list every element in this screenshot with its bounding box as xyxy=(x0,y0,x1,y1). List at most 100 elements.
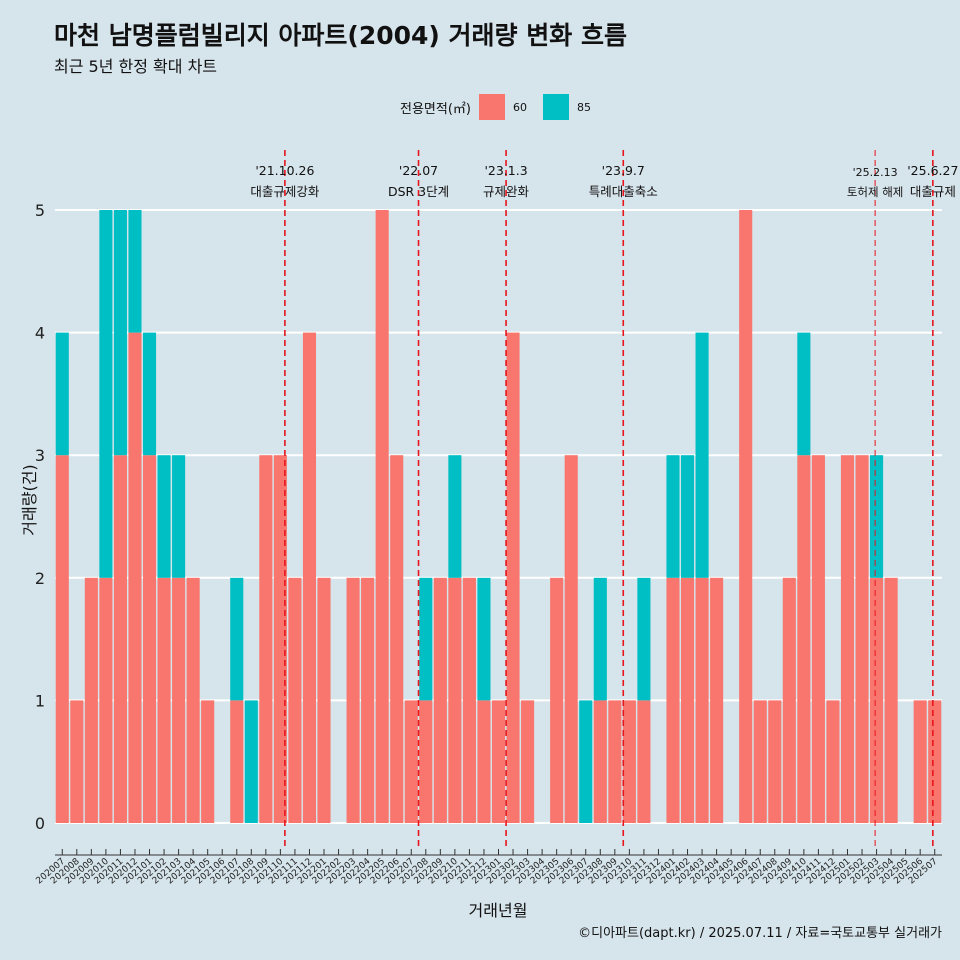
bar-60-202309 xyxy=(608,700,622,823)
bar-60-202204 xyxy=(361,577,375,823)
y-tick-label: 2 xyxy=(35,569,45,588)
bar-60-202411 xyxy=(811,455,825,823)
bar-60-202208 xyxy=(419,700,433,823)
bar-60-202305 xyxy=(550,577,564,823)
event-name-label: 토허제 해제 xyxy=(847,185,904,199)
bar-60-202409 xyxy=(782,577,796,823)
bar-85-202403 xyxy=(695,332,709,578)
bar-60-202102 xyxy=(157,577,171,823)
bar-60-202210 xyxy=(448,577,462,823)
event-name-label: 규제완화 xyxy=(483,184,530,199)
bar-85-202210 xyxy=(448,455,462,578)
bar-85-202212 xyxy=(477,577,491,701)
bar-85-202007 xyxy=(55,332,69,456)
bar-60-202503 xyxy=(870,577,884,823)
event-date-label: '23.1.3 xyxy=(484,163,527,178)
bar-60-202011 xyxy=(113,455,127,823)
bar-85-202012 xyxy=(128,210,142,333)
event-date-label: '25.2.13 xyxy=(853,166,898,179)
bar-60-202306 xyxy=(564,455,578,823)
y-axis-label: 거래량(건) xyxy=(20,464,39,536)
bar-60-202007 xyxy=(55,455,69,823)
bar-60-202112 xyxy=(302,332,317,823)
bar-85-202208 xyxy=(419,577,433,701)
bar-60-202401 xyxy=(666,577,680,823)
bar-85-202102 xyxy=(157,455,171,578)
y-tick-label: 4 xyxy=(35,324,45,343)
bar-60-202408 xyxy=(768,700,782,823)
bar-60-202101 xyxy=(142,455,157,823)
chart-subtitle: 최근 5년 한정 확대 차트 xyxy=(54,57,218,76)
chart-title: 마천 남명플럼빌리지 아파트(2004) 거래량 변화 흐름 xyxy=(54,21,627,50)
legend-label-60: 60 xyxy=(512,100,527,114)
bar-60-202012 xyxy=(128,332,142,823)
bar-60-202502 xyxy=(855,455,869,823)
bar-60-202302 xyxy=(506,332,520,823)
legend-title: 전용면적(㎡) xyxy=(400,101,471,117)
event-date-label: '21.10.26 xyxy=(255,163,314,178)
bar-60-202311 xyxy=(637,700,651,823)
legend-swatch-85 xyxy=(542,94,569,120)
y-tick-label: 5 xyxy=(35,201,45,220)
bar-60-202211 xyxy=(462,577,476,823)
bar-60-202009 xyxy=(84,577,98,823)
bar-60-202209 xyxy=(433,577,447,823)
bar-85-202311 xyxy=(637,577,651,701)
bar-60-202404 xyxy=(710,577,724,823)
bar-60-202207 xyxy=(404,700,418,823)
bar-85-202108 xyxy=(244,700,258,823)
event-name-label: 대출규제 xyxy=(910,184,956,199)
source-caption: ©디아파트(dapt.kr) / 2025.07.11 / 자료=국토교통부 실… xyxy=(578,926,942,941)
bar-60-202310 xyxy=(622,700,636,823)
bar-60-202105 xyxy=(201,700,215,823)
event-name-label: DSR 3단계 xyxy=(388,184,449,199)
legend-label-85: 85 xyxy=(576,100,591,114)
bar-85-202402 xyxy=(680,455,695,578)
legend-swatch-60 xyxy=(478,94,505,120)
bar-60-202402 xyxy=(680,577,695,823)
bar-60-202410 xyxy=(797,455,811,823)
bar-85-202307 xyxy=(579,700,593,823)
y-tick-label: 0 xyxy=(35,814,45,833)
event-name-label: 특례대출축소 xyxy=(589,184,658,199)
bar-60-202303 xyxy=(521,700,535,823)
bar-60-202205 xyxy=(375,210,389,823)
x-axis-label: 거래년월 xyxy=(468,901,528,920)
event-date-label: '23.9.7 xyxy=(602,163,645,178)
bar-85-202103 xyxy=(172,455,186,578)
event-date-label: '25.6.27 xyxy=(907,163,958,178)
bar-60-202407 xyxy=(753,700,767,823)
legend: 전용면적(㎡) 60 85 xyxy=(400,94,607,120)
bar-60-202110 xyxy=(273,455,287,823)
bar-85-202107 xyxy=(230,577,244,701)
bar-85-202308 xyxy=(593,577,607,701)
bar-60-202212 xyxy=(477,700,491,823)
bar-85-202401 xyxy=(666,455,680,578)
bar-60-202201 xyxy=(317,577,331,823)
bar-85-202011 xyxy=(113,210,127,456)
bar-60-202206 xyxy=(390,455,404,823)
bar-85-202503 xyxy=(870,455,884,578)
bar-60-202308 xyxy=(593,700,607,823)
y-tick-label: 1 xyxy=(35,691,45,710)
bar-60-202104 xyxy=(186,577,200,823)
bar-60-202203 xyxy=(346,577,360,823)
bar-60-202111 xyxy=(288,577,302,823)
bar-60-202010 xyxy=(99,577,113,823)
y-tick-label: 3 xyxy=(35,446,45,465)
bar-85-202410 xyxy=(797,332,811,456)
bar-60-202107 xyxy=(230,700,244,823)
bar-60-202504 xyxy=(884,577,898,823)
bar-85-202101 xyxy=(142,332,157,456)
bar-60-202501 xyxy=(840,455,855,823)
bar-60-202301 xyxy=(491,700,506,823)
event-date-label: '22.07 xyxy=(399,163,438,178)
event-name-label: 대출규제강화 xyxy=(250,184,320,199)
bar-60-202103 xyxy=(172,577,186,823)
bar-60-202403 xyxy=(695,577,709,823)
bar-60-202506 xyxy=(913,700,927,823)
bar-60-202507 xyxy=(928,700,942,823)
bar-60-202406 xyxy=(739,210,753,823)
bar-60-202412 xyxy=(826,700,840,823)
